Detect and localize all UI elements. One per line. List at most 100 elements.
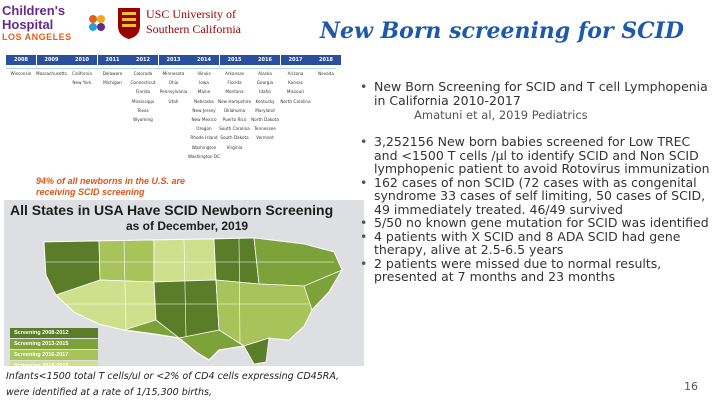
scid-map-panel: All States in USA Have SCID Newborn Scre… bbox=[4, 200, 364, 366]
year-header: 2010 bbox=[67, 55, 97, 65]
year-header: 2013 bbox=[158, 55, 189, 65]
state-cell: South Dakota bbox=[220, 135, 249, 141]
state-cell: Maryland bbox=[255, 107, 275, 113]
chla-line1: Children's bbox=[2, 3, 66, 18]
year-header: 2017 bbox=[280, 55, 311, 65]
state-cell: New York bbox=[72, 80, 92, 86]
state-cell: Maine bbox=[197, 89, 211, 95]
state-cell: Ohio bbox=[168, 80, 179, 86]
chla-line3: LOS ANGELES bbox=[2, 32, 72, 42]
screening-years-table: 2008 2009 2010 2011 2012 2013 2014 2015 2016 2017… bbox=[6, 55, 346, 205]
state-cell: California bbox=[72, 71, 92, 76]
year-header: 2008 bbox=[6, 55, 36, 65]
state-cell: North Dakota bbox=[251, 117, 279, 122]
state-cell: Illinois bbox=[197, 71, 211, 76]
usc-line1: USC University of bbox=[146, 7, 236, 21]
state-cell: New Hampshire bbox=[217, 98, 252, 104]
state-cell: Puerto Rico bbox=[222, 117, 247, 122]
usa-map-graphic bbox=[4, 200, 364, 366]
state-cell: North Carolina bbox=[280, 98, 311, 104]
bullet-icon: • bbox=[360, 174, 368, 190]
state-cell: Rhode Island bbox=[190, 135, 218, 141]
state-cell: Michigan bbox=[103, 80, 122, 86]
usc-logo: USC University of Southern California bbox=[116, 6, 266, 46]
bullet-icon: • bbox=[360, 79, 368, 94]
state-cell: Pennsylvania bbox=[159, 89, 188, 95]
state-cell: Oklahoma bbox=[223, 107, 246, 113]
bullet-icon: • bbox=[360, 228, 368, 244]
state-cell: Colorado bbox=[133, 71, 153, 76]
finding-bullet: • 162 cases of non SCID (72 cases with as… bbox=[360, 174, 715, 217]
heart-icon bbox=[89, 15, 105, 31]
state-cell: Oregon bbox=[196, 126, 212, 132]
usc-seal-icon bbox=[118, 8, 140, 39]
finding-bullet-text: 2 patients were missed due to normal res… bbox=[374, 255, 662, 284]
finding-bullets: • 3,252156 New born babies screened for L… bbox=[360, 135, 715, 284]
year-header: 2018 bbox=[311, 55, 341, 65]
state-cell: Alaska bbox=[258, 71, 272, 76]
finding-bullet: • 4 patients with X SCID and 8 ADA SCID h… bbox=[360, 228, 715, 257]
bullet-icon: • bbox=[360, 215, 368, 230]
bullet-icon: • bbox=[360, 134, 368, 149]
state-cell: Mississippi bbox=[131, 98, 155, 104]
finding-bullet-text: 3,252156 New born babies screened for Lo… bbox=[374, 134, 710, 176]
state-cell: Washington bbox=[191, 144, 217, 150]
state-cell: Florida bbox=[135, 89, 151, 95]
state-cell: Connecticut bbox=[130, 80, 156, 86]
state-cell: New Mexico bbox=[191, 117, 217, 122]
state-cell: Nevada bbox=[318, 71, 334, 76]
state-cell: Virginia bbox=[226, 144, 243, 150]
state-cell: Tennessee bbox=[254, 126, 276, 132]
state-cell: Florida bbox=[227, 80, 242, 86]
legend-item: Screening 2018-2019 bbox=[10, 361, 98, 366]
state-cell: Montana bbox=[225, 89, 244, 95]
footnote: Infants<1500 total T cells/ul or <2% of … bbox=[6, 371, 340, 398]
main-bullet-text: New Born Screening for SCID and T cell L… bbox=[374, 79, 708, 108]
state-cell: Arkansas bbox=[224, 71, 245, 76]
logos-area: Children's Hospital LOS ANGELES USC Univ… bbox=[0, 0, 300, 50]
year-header: 2016 bbox=[250, 55, 280, 65]
year-header: 2014 bbox=[189, 55, 219, 65]
legend-item: Screening 2013-2015 bbox=[10, 339, 98, 349]
bullet-list: • New Born Screening for SCID and T cell… bbox=[360, 80, 715, 284]
finding-bullet: • 3,252156 New born babies screened for L… bbox=[360, 135, 715, 176]
finding-bullet-text: 4 patients with X SCID and 8 ADA SCID ha… bbox=[374, 228, 681, 257]
map-legend: Screening 2008-2012 Screening 2013-2015 Sc… bbox=[10, 328, 98, 366]
map-title: All States in USA Have SCID Newborn Scre… bbox=[10, 202, 334, 218]
table-divider bbox=[6, 68, 336, 69]
legend-item: Screening 2008-2012 bbox=[10, 328, 98, 338]
reference-text: Amatuni et al, 2019 Pediatrics bbox=[414, 108, 588, 122]
year-header: 2015 bbox=[219, 55, 250, 65]
state-cell: Wisconsin bbox=[10, 71, 32, 76]
state-cell: Missouri bbox=[286, 89, 305, 95]
state-cell: Nebraska bbox=[194, 98, 214, 104]
state-cell: Iowa bbox=[199, 80, 209, 86]
year-header: 2012 bbox=[128, 55, 158, 65]
state-cell: Georgia bbox=[256, 80, 274, 86]
state-cell: Wyoming bbox=[133, 117, 153, 122]
state-cell: Utah bbox=[168, 98, 179, 104]
state-cell: Kansas bbox=[288, 80, 303, 86]
state-cell: Vermont bbox=[256, 135, 274, 141]
usc-line2: Southern California bbox=[146, 22, 241, 36]
screening-coverage-caption: 94% of all newborns in the U.S. are rece… bbox=[36, 176, 186, 197]
state-cell: New Jersey bbox=[192, 107, 216, 113]
state-cell: Arizona bbox=[287, 71, 304, 76]
state-cell: South Carolina bbox=[219, 126, 250, 132]
state-cell: Kentucky bbox=[255, 98, 275, 104]
legend-item: Screening 2016-2017 bbox=[10, 350, 98, 360]
bullet-icon: • bbox=[360, 255, 368, 271]
finding-bullet: • 5/50 no known gene mutation for SCID wa… bbox=[360, 216, 715, 230]
map-subtitle: as of December, 2019 bbox=[126, 219, 249, 233]
state-cell: Delaware bbox=[102, 71, 123, 76]
page-number: 16 bbox=[684, 380, 698, 393]
finding-bullet-text: 162 cases of non SCID (72 cases with as … bbox=[374, 174, 706, 217]
chla-logo: Children's Hospital LOS ANGELES bbox=[2, 4, 110, 48]
page-title: New Born screening for SCID bbox=[319, 18, 684, 44]
state-cell: Texas bbox=[137, 107, 149, 113]
chla-line2: Hospital bbox=[2, 17, 54, 32]
state-cell: Massachusetts bbox=[36, 71, 67, 76]
finding-bullet-text: 5/50 no known gene mutation for SCID was… bbox=[374, 215, 709, 230]
main-bullet: • New Born Screening for SCID and T cell… bbox=[360, 80, 715, 107]
year-header: 2009 bbox=[36, 55, 67, 65]
